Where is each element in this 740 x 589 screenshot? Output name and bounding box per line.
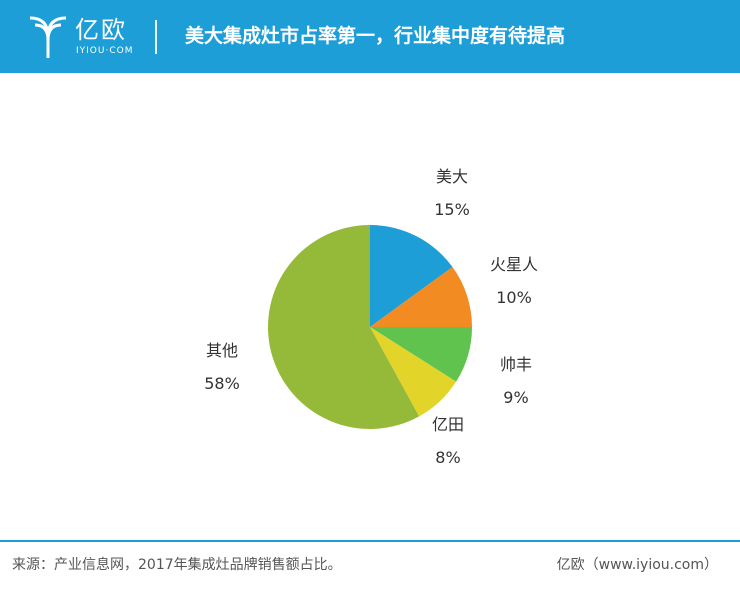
slice-value-label: 58% xyxy=(204,374,240,393)
pie-slice xyxy=(268,225,420,429)
footer-divider xyxy=(0,540,740,542)
header-bar: 亿欧 IYIOU·COM 美大集成灶市占率第一，行业集中度有待提高 xyxy=(0,0,740,73)
logo-subtext: IYIOU·COM xyxy=(76,46,134,56)
logo-text: 亿欧 xyxy=(75,16,127,44)
pie-slice xyxy=(370,267,472,327)
pie-slice xyxy=(370,327,457,417)
slice-label: 美大 xyxy=(436,167,468,186)
header-divider xyxy=(155,20,157,54)
source-note: 来源：产业信息网，2017年集成灶品牌销售额占比。 xyxy=(12,557,342,573)
pie-slice xyxy=(370,225,453,327)
page-title: 美大集成灶市占率第一，行业集中度有待提高 xyxy=(185,25,566,47)
slice-value-label: 15% xyxy=(434,200,470,219)
slice-label: 其他 xyxy=(206,341,238,360)
pie-chart: 美大 15% 火星人 10% 帅丰 9% 亿田 8% 其他 58% xyxy=(204,167,538,467)
pie-slice xyxy=(370,327,472,382)
slice-label: 亿田 xyxy=(432,415,464,434)
yiou-logo-icon xyxy=(29,16,67,58)
slice-value-label: 10% xyxy=(496,288,532,307)
slice-value-label: 8% xyxy=(435,448,460,467)
slice-value-label: 9% xyxy=(503,388,528,407)
credit-note: 亿欧（www.iyiou.com） xyxy=(556,557,718,573)
slice-label: 帅丰 xyxy=(500,355,532,374)
slice-label: 火星人 xyxy=(490,255,538,274)
